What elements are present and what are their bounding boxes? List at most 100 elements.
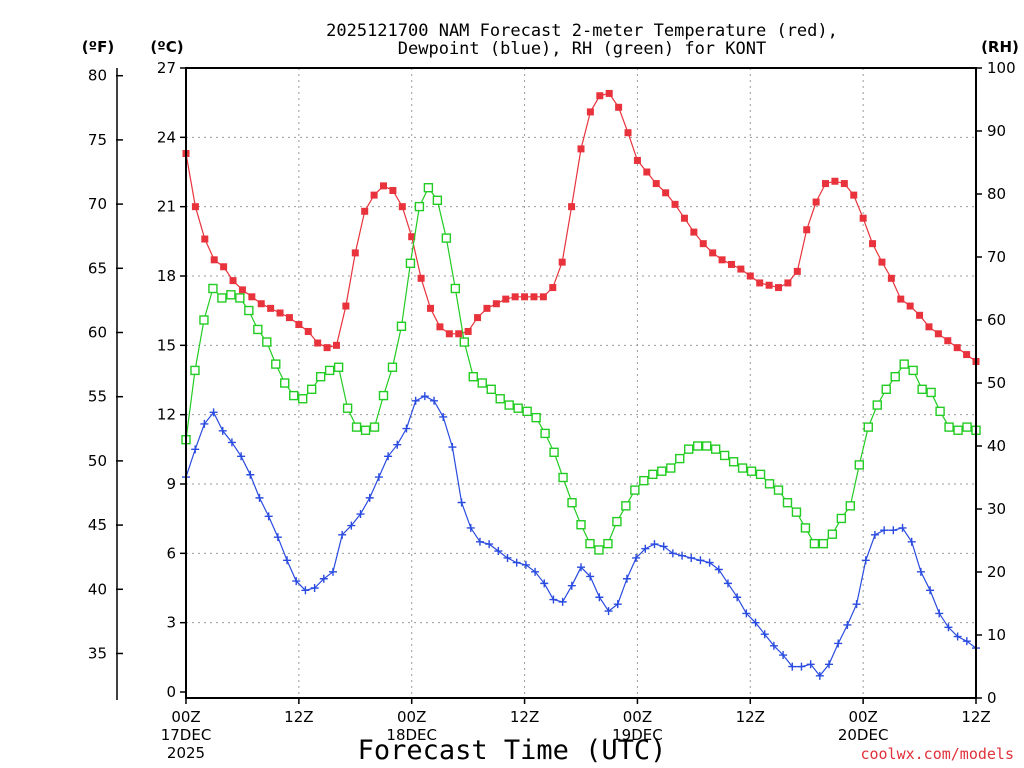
- rh-point: [755, 469, 766, 480]
- rh-point: [585, 538, 595, 549]
- temperature-point: [238, 286, 246, 294]
- temperature-point: [361, 207, 369, 215]
- temperature-point: [502, 295, 510, 303]
- rh-point: [253, 324, 263, 335]
- rh-point: [710, 444, 721, 454]
- dewpoint-point: [246, 470, 255, 479]
- dewpoint-point: [769, 641, 778, 650]
- celsius-tick-label: 3: [166, 614, 176, 632]
- rh-point: [648, 469, 658, 480]
- temperature-point: [285, 314, 293, 322]
- dewpoint-point: [475, 537, 484, 546]
- temperature-point: [718, 256, 726, 264]
- temperature-point: [342, 302, 350, 310]
- rh-tick-label: 0: [987, 689, 997, 707]
- dewpoint-point: [374, 473, 383, 482]
- dewpoint-point: [356, 510, 365, 519]
- dewpoint-point: [733, 593, 742, 602]
- dewpoint-point: [622, 574, 631, 583]
- dewpoint-point: [714, 565, 723, 574]
- rh-point: [612, 516, 622, 527]
- dewpoint-point: [365, 493, 374, 502]
- rh-point: [594, 545, 604, 555]
- axes-layer: 0 3 6 9 12 15 18 21 24 27 35 40 45 50 55 60 65 70 75 80 0 10 2…: [88, 59, 1016, 762]
- temperature-point: [530, 293, 538, 301]
- rh-point: [549, 447, 559, 457]
- temperature-point: [775, 284, 782, 292]
- rh-point: [576, 520, 586, 530]
- rh-point: [369, 422, 380, 432]
- temperature-point: [803, 226, 811, 234]
- temperature-point: [323, 344, 331, 352]
- dewpoint-point: [577, 563, 585, 572]
- celsius-tick-label: 15: [157, 336, 176, 354]
- rh-point: [289, 390, 299, 401]
- dewpoint-point: [586, 572, 595, 581]
- dewpoint-point: [448, 443, 457, 452]
- dewpoint-point: [825, 660, 834, 669]
- rh-point: [217, 293, 227, 303]
- temperature-point: [887, 274, 895, 282]
- rh-point: [540, 428, 550, 439]
- rh-point: [360, 425, 371, 435]
- dewpoint-point: [916, 567, 925, 576]
- rh-point: [468, 372, 478, 382]
- rh-tick-label: 30: [987, 500, 1006, 518]
- x-tick-year: 2025: [167, 744, 205, 762]
- rh-point: [387, 362, 398, 372]
- rh-point: [342, 403, 353, 413]
- dewpoint-point: [338, 530, 347, 539]
- rh-point: [827, 529, 838, 539]
- rh-point: [378, 390, 389, 401]
- dewpoint-point: [558, 597, 567, 606]
- temperature-point: [699, 240, 707, 248]
- dewpoint-point: [723, 579, 732, 588]
- temperature-point: [577, 145, 585, 153]
- temperature-point: [389, 186, 397, 194]
- dewpoint-point: [227, 438, 236, 447]
- dewpoint-point: [604, 607, 613, 616]
- rh-tick-label: 100: [987, 59, 1016, 77]
- celsius-tick-label: 12: [157, 406, 176, 424]
- dewpoint-point: [907, 537, 916, 546]
- temperature-point: [812, 198, 820, 206]
- rh-point: [199, 315, 209, 325]
- x-tick-label: 00Z: [848, 708, 877, 726]
- celsius-tick-label: 21: [157, 198, 176, 216]
- temperature-point: [643, 168, 651, 176]
- temperature-point: [267, 304, 275, 312]
- dewpoint-point: [650, 540, 659, 549]
- temperature-point: [737, 265, 745, 273]
- rh-point: [567, 498, 577, 508]
- temperature-point: [455, 330, 463, 338]
- dewpoint-point: [200, 419, 209, 428]
- rh-point: [226, 290, 236, 300]
- fahrenheit-tick-label: 50: [88, 452, 107, 470]
- temperature-point: [934, 330, 942, 338]
- rh-point: [262, 337, 272, 347]
- x-tick-label: 12Z: [284, 708, 313, 726]
- celsius-tick-label: 0: [166, 683, 176, 701]
- rh-point: [405, 258, 416, 268]
- temperature-point: [332, 341, 340, 349]
- dewpoint-point: [264, 512, 273, 521]
- dewpoint-point: [962, 637, 971, 646]
- temperature-point: [878, 258, 886, 266]
- temperature-point: [756, 279, 764, 287]
- dewpoint-point: [567, 581, 576, 590]
- dewpoint-point: [861, 556, 870, 565]
- temperature-point: [746, 272, 754, 280]
- temperature-point: [624, 129, 632, 137]
- fahrenheit-tick-label: 45: [88, 516, 107, 534]
- fahrenheit-tick-label: 40: [88, 580, 107, 598]
- dewpoint-point: [751, 618, 760, 627]
- temperature-point: [680, 214, 688, 222]
- temperature-point: [483, 304, 491, 312]
- series-layer: [181, 89, 981, 680]
- dewpoint-point: [678, 551, 687, 560]
- dewpoint-point: [898, 523, 907, 532]
- rh-point: [917, 384, 927, 394]
- rh-point: [432, 195, 443, 206]
- temperature-point: [370, 191, 378, 199]
- dewpoint-point: [328, 567, 337, 576]
